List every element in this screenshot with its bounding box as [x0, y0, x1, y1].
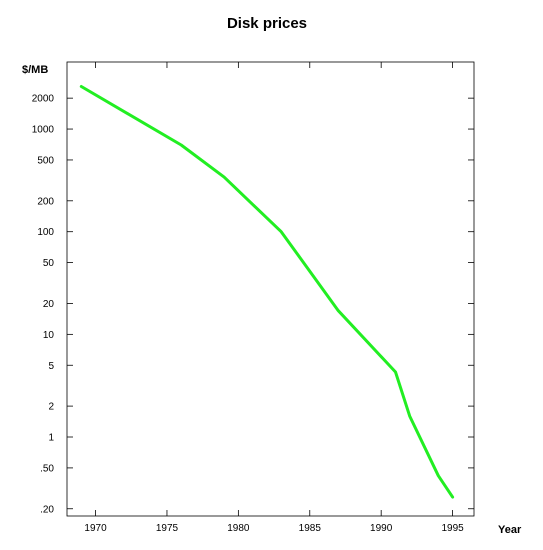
x-tick-label: 1970 [84, 523, 107, 534]
y-tick-label: 2 [48, 402, 54, 413]
y-tick-label: 2000 [32, 94, 55, 105]
x-axis-label: Year [498, 524, 522, 536]
y-tick-label: .50 [40, 463, 54, 474]
y-tick-label: 20 [43, 299, 55, 310]
series-layer [79, 85, 455, 499]
y-tick-label: 50 [43, 258, 55, 269]
y-tick-label: 5 [48, 361, 54, 372]
y-tick-label: 10 [43, 330, 55, 341]
y-tick-label: 1 [48, 433, 54, 444]
x-tick-label: 1975 [156, 523, 179, 534]
y-tick-label: 100 [37, 227, 54, 238]
plot-frame [66, 61, 475, 517]
x-tick-label: 1985 [299, 523, 322, 534]
x-tick-label: 1990 [370, 523, 393, 534]
series-line-0 [79, 85, 455, 499]
y-axis-ticks: 2000 1000 500 200 100 50 20 10 5 2 1 .50 .20 [32, 94, 474, 515]
y-tick-label: 200 [37, 196, 54, 207]
chart-title: Disk prices [227, 15, 307, 32]
y-tick-label: .20 [40, 504, 54, 515]
x-tick-label: 1995 [441, 523, 464, 534]
y-axis-label: $/MB [22, 64, 48, 76]
y-tick-label: 1000 [32, 125, 55, 136]
x-axis-ticks: 1970 1975 1980 1985 1990 1995 [84, 62, 464, 534]
y-tick-label: 500 [37, 155, 54, 166]
x-tick-label: 1980 [227, 523, 250, 534]
